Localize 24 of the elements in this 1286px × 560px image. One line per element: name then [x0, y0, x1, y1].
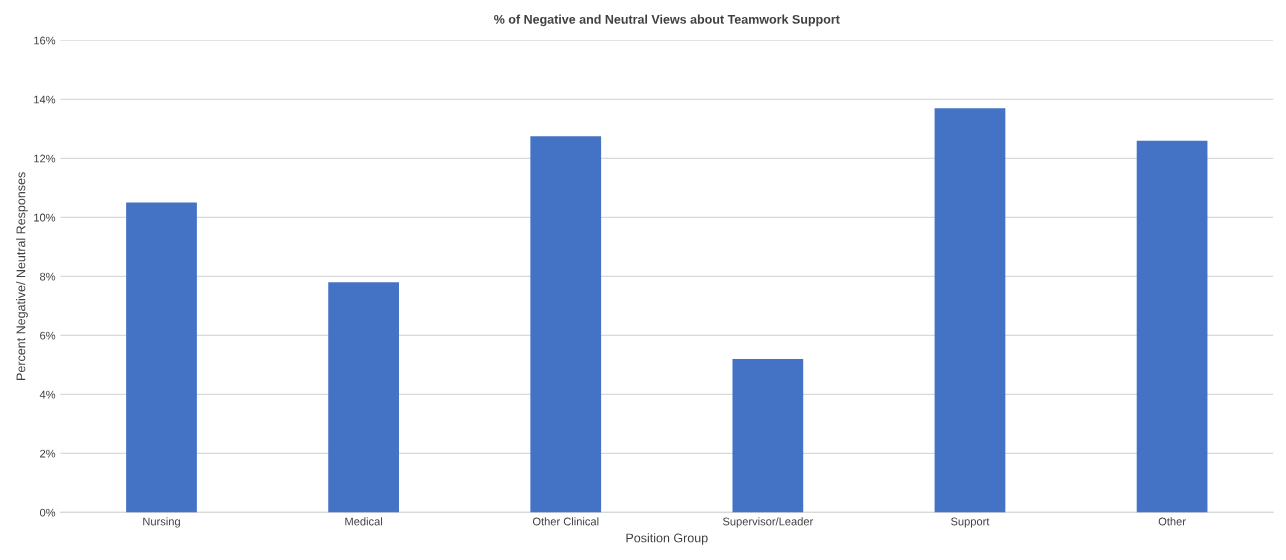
bar	[1136, 140, 1208, 513]
x-tick-label: Other Clinical	[532, 517, 599, 526]
x-tick-label: Support	[951, 517, 990, 528]
bar	[530, 136, 602, 513]
y-tick-label: 6%	[40, 331, 56, 340]
x-tick-label: Other	[1158, 517, 1186, 526]
x-tick-label: Supervisor/Leader	[722, 517, 814, 528]
y-tick-label: 0%	[39, 508, 56, 517]
x-tick-label: Medical	[345, 517, 383, 526]
y-tick-label: 14%	[34, 95, 56, 104]
bar	[126, 202, 197, 513]
bar	[934, 108, 1006, 513]
bar	[732, 358, 804, 513]
y-tick-label: 4%	[39, 390, 56, 399]
bar	[328, 282, 399, 513]
y-axis-title: Percent Negative/ Neutral Responses	[16, 172, 28, 380]
y-tick-label: 2%	[40, 449, 56, 458]
y-tick-label: 12%	[34, 154, 56, 163]
y-tick-label: 16%	[34, 36, 56, 45]
y-tick-label: 8%	[40, 272, 56, 281]
x-tick-label: Nursing	[143, 517, 180, 528]
chart-title: % of Negative and Neutral Views about Teamwork Support	[494, 14, 840, 27]
y-tick-label: 10%	[34, 213, 56, 222]
x-axis-title: Position Group	[626, 533, 708, 545]
